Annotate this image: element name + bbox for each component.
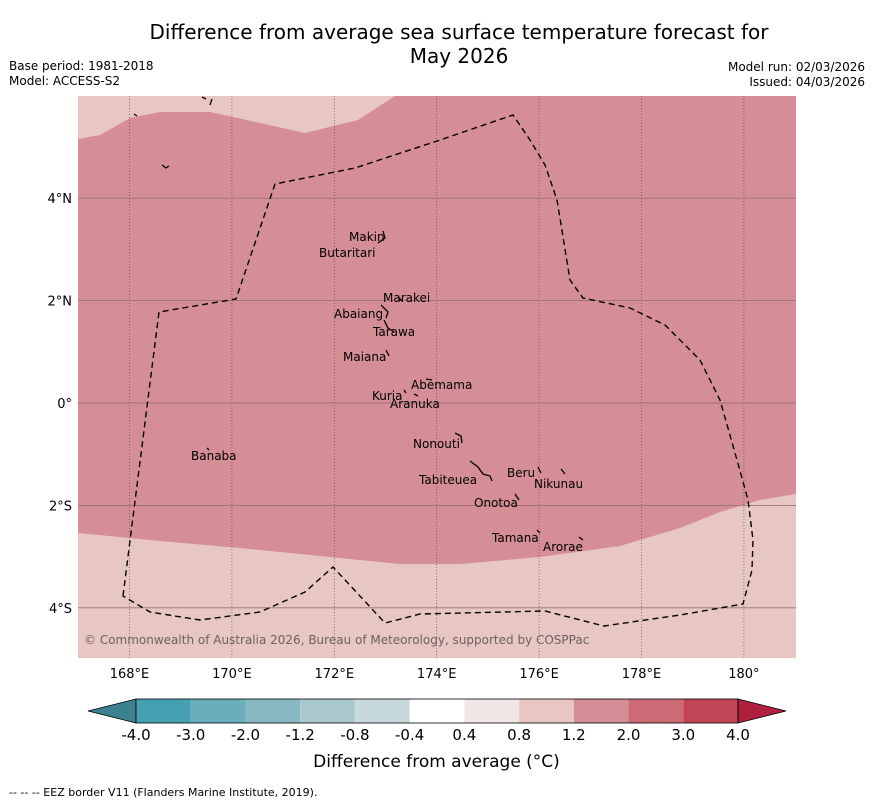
colorbar-tick-label: 0.4 [452, 726, 476, 744]
colorbar-segment [300, 699, 355, 723]
island-tarawa-shape [383, 319, 395, 333]
colorbar-extend-low [87, 698, 137, 724]
y-tick-label: 0° [57, 397, 72, 412]
colorbar-outline [135, 698, 739, 724]
y-tick-label: 2°N [48, 295, 73, 310]
y-tick-label: 4°S [49, 602, 72, 617]
island-beru-shape [537, 466, 542, 474]
island-abemama-shape [425, 378, 433, 381]
island-makin-shape [377, 230, 386, 244]
colorbar-tick-label: 3.0 [671, 726, 695, 744]
colorbar: -4.0 -3.0 -2.0 -1.2 -0.8 -0.4 0.4 0.8 1.2 2.0 3.0 4… [87, 698, 787, 744]
island-banaba-shape [206, 447, 210, 451]
colorbar-tick-label: -0.4 [395, 726, 424, 744]
island-label-tarawa: Tarawa [372, 325, 415, 339]
colorbar-tick-label: 1.2 [562, 726, 586, 744]
island-abaiang-shape [380, 304, 389, 319]
x-tick-label: 170°E [212, 667, 252, 682]
y-tick-label: 2°S [49, 499, 72, 514]
island-label-nonouti: Nonouti [413, 437, 460, 451]
islet-north-3-shape [201, 96, 213, 106]
colorbar-segment [354, 699, 410, 723]
island-maiana-shape [385, 349, 390, 357]
island-label-kuria: Kuria [372, 389, 403, 403]
island-label-marakei: Marakei [383, 291, 430, 305]
title-line-2: May 2026 [409, 44, 509, 68]
colorbar-tick-label: -2.0 [231, 726, 260, 744]
colorbar-label-text: Difference from average (°C) [313, 752, 560, 772]
islet-north-1-shape [161, 164, 170, 169]
island-marakei-shape [397, 296, 403, 302]
colorbar-segment [136, 699, 191, 723]
colorbar-tick-label: 4.0 [726, 726, 750, 744]
colorbar-segment [683, 699, 738, 723]
parallels [78, 197, 796, 609]
island-label-tabiteuea: Tabiteuea [418, 473, 477, 487]
island-tamana-shape [536, 529, 541, 534]
island-onotoa-shape [514, 493, 520, 501]
colorbar-segment [190, 699, 246, 723]
island-label-abaiang: Abaiang [334, 307, 383, 321]
colorbar-segment [245, 699, 301, 723]
island-label-nikunau: Nikunau [534, 477, 583, 491]
islet-north-2-shape [133, 113, 138, 117]
island-label-abemama: Abemama [411, 378, 472, 392]
colorbar-label: Difference from average (°C) [0, 752, 873, 772]
island-label-banaba: Banaba [191, 449, 237, 463]
island-label-arorae: Arorae [543, 540, 583, 554]
island-label-beru: Beru [507, 466, 535, 480]
model-run: Model run: 02/03/2026 [727, 60, 865, 74]
x-tick-label: 172°E [315, 667, 355, 682]
eez-footnote: -- -- -- EEZ border V11 (Flanders Marine… [9, 786, 318, 799]
colorbar-tick-label: 2.0 [617, 726, 641, 744]
y-axis-tick-labels: 4°N 2°N 0° 2°S 4°S [48, 192, 73, 617]
island-label-aranuka: Aranuka [390, 397, 440, 411]
colorbar-segment [628, 699, 684, 723]
issued-date: Issued: 04/03/2026 [749, 75, 865, 89]
colorbar-segment [464, 699, 520, 723]
copyright-note: © Commonwealth of Australia 2026, Bureau… [84, 633, 589, 647]
island-label-onotoa: Onotoa [474, 496, 518, 510]
model-name: Model: ACCESS-S2 [9, 74, 121, 88]
island-label-tamana: Tamana [491, 531, 539, 545]
colorbar-tick-label: -3.0 [176, 726, 205, 744]
eez-border [122, 114, 754, 627]
colorbar-tick-label: -0.8 [340, 726, 369, 744]
x-tick-label: 176°E [519, 667, 559, 682]
meta-left: Base period: 1981-2018 Model: ACCESS-S2 [9, 59, 154, 89]
colorbar-segment [573, 699, 629, 723]
island-aranuka-shape [413, 393, 419, 397]
colorbar-extend-high [737, 698, 787, 724]
x-axis-tick-labels: 168°E 170°E 172°E 174°E 176°E 178°E 180° [110, 667, 760, 682]
island-tabiteuea-shape [469, 460, 493, 482]
island-label-maiana: Maiana [343, 350, 386, 364]
island-label-makin: Makin [349, 230, 385, 244]
colorbar-tick-label: 0.8 [507, 726, 531, 744]
colorbar-segment [519, 699, 574, 723]
island-shapes [133, 96, 584, 541]
x-tick-label: 168°E [110, 667, 150, 682]
island-arorae-shape [578, 536, 584, 541]
x-tick-label: 174°E [417, 667, 457, 682]
chart-title: Difference from average sea surface temp… [100, 20, 818, 68]
y-tick-label: 4°N [48, 192, 73, 207]
island-nikunau-shape [560, 468, 566, 475]
colorbar-tick-label: -4.0 [121, 726, 150, 744]
island-kuria-shape [403, 389, 407, 394]
island-nonouti-shape [454, 432, 463, 444]
x-tick-label: 178°E [622, 667, 662, 682]
base-period: Base period: 1981-2018 [9, 59, 154, 73]
colorbar-segment [409, 699, 465, 723]
island-label-butaritari: Butaritari [319, 246, 376, 260]
colorbar-tick-label: -1.2 [286, 726, 315, 744]
title-line-1: Difference from average sea surface temp… [149, 20, 769, 44]
meta-right: Model run: 02/03/2026 Issued: 04/03/2026 [728, 60, 865, 90]
meridians [129, 96, 745, 658]
x-tick-label: 180° [728, 667, 759, 682]
